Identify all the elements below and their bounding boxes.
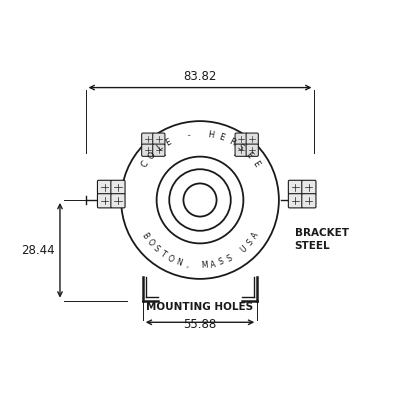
FancyBboxPatch shape bbox=[98, 180, 112, 194]
Text: MOUNTING HOLES: MOUNTING HOLES bbox=[146, 302, 254, 312]
FancyBboxPatch shape bbox=[288, 180, 302, 194]
Text: R: R bbox=[227, 137, 236, 148]
FancyBboxPatch shape bbox=[153, 144, 165, 156]
Text: U: U bbox=[239, 244, 249, 254]
Text: S: S bbox=[225, 254, 234, 264]
Text: M: M bbox=[201, 261, 208, 270]
FancyBboxPatch shape bbox=[142, 144, 154, 156]
FancyBboxPatch shape bbox=[302, 180, 316, 194]
Text: T: T bbox=[158, 250, 168, 260]
Text: BRACKET
STEEL: BRACKET STEEL bbox=[295, 228, 349, 251]
Text: 83.82: 83.82 bbox=[183, 70, 217, 83]
Text: 55.88: 55.88 bbox=[183, 318, 217, 330]
Text: -: - bbox=[187, 130, 191, 140]
FancyBboxPatch shape bbox=[142, 133, 154, 145]
FancyBboxPatch shape bbox=[288, 194, 302, 208]
Text: ,: , bbox=[185, 260, 189, 269]
FancyBboxPatch shape bbox=[246, 144, 258, 156]
Text: S: S bbox=[218, 257, 225, 267]
Text: O: O bbox=[145, 238, 155, 248]
Text: S: S bbox=[151, 244, 161, 254]
FancyBboxPatch shape bbox=[98, 194, 112, 208]
Text: E: E bbox=[244, 150, 254, 160]
Text: H: H bbox=[207, 130, 215, 140]
Text: S: S bbox=[245, 238, 255, 248]
FancyBboxPatch shape bbox=[235, 144, 247, 156]
FancyBboxPatch shape bbox=[246, 133, 258, 145]
Text: O: O bbox=[146, 150, 157, 161]
Text: O: O bbox=[166, 254, 175, 264]
FancyBboxPatch shape bbox=[111, 194, 125, 208]
Text: E: E bbox=[164, 137, 173, 147]
Text: 28.44: 28.44 bbox=[22, 244, 55, 257]
FancyBboxPatch shape bbox=[153, 133, 165, 145]
Text: A: A bbox=[210, 260, 216, 270]
FancyBboxPatch shape bbox=[235, 133, 247, 145]
Text: B: B bbox=[140, 231, 150, 240]
Text: E: E bbox=[218, 133, 225, 143]
Text: N: N bbox=[174, 257, 183, 268]
Text: C: C bbox=[139, 159, 150, 169]
Text: S: S bbox=[236, 143, 245, 153]
Text: L: L bbox=[155, 143, 164, 153]
Text: E: E bbox=[250, 160, 260, 169]
FancyBboxPatch shape bbox=[302, 194, 316, 208]
FancyBboxPatch shape bbox=[111, 180, 125, 194]
Text: A: A bbox=[250, 231, 260, 240]
